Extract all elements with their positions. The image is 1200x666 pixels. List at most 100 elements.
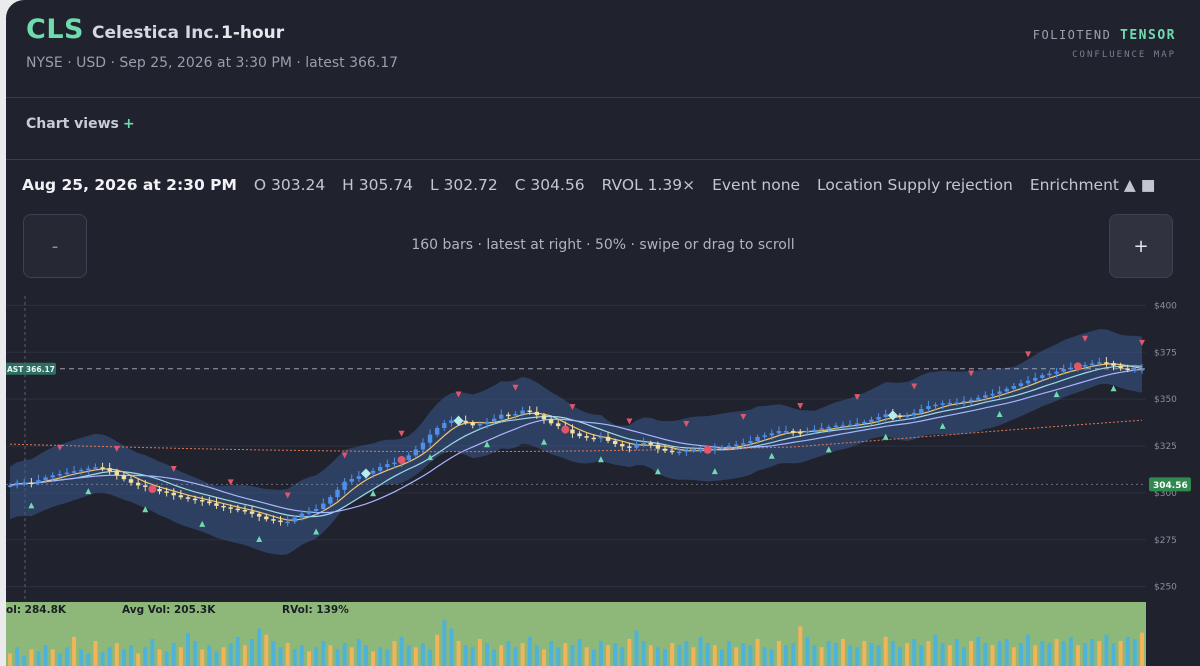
y-tick-label: $400 xyxy=(1154,301,1177,311)
y-tick-label: $250 xyxy=(1154,583,1177,593)
candle-body xyxy=(947,402,952,405)
volume-bar xyxy=(776,641,781,666)
volume-bar xyxy=(990,645,995,666)
candle-body xyxy=(143,485,148,487)
sell-signal-icon xyxy=(1025,351,1032,358)
price-chart[interactable]: $400 $375 $350 $325 $300 $275 $250 AST 366.17 30… xyxy=(6,296,1200,666)
candle-body xyxy=(335,489,340,498)
volume-bar xyxy=(883,636,888,666)
candle-body xyxy=(299,513,305,518)
volume-bar xyxy=(413,647,418,666)
sell-signal-icon xyxy=(626,418,633,425)
candle-body xyxy=(50,475,55,478)
bar-location: Location Supply rejection xyxy=(817,176,1013,194)
candle-body xyxy=(833,425,839,428)
chart-views-toggle[interactable]: Chart views + xyxy=(26,116,135,132)
brand-logo: FOLIOTEND TENSOR xyxy=(1033,28,1176,43)
volume-bar xyxy=(734,647,739,666)
candle-body xyxy=(285,521,290,524)
candle-body xyxy=(477,423,483,426)
candle-body xyxy=(1125,368,1130,370)
volume-bar xyxy=(185,632,190,666)
candle-body xyxy=(869,419,874,423)
candle-body xyxy=(812,429,817,432)
candle-body xyxy=(385,464,390,467)
candle-body xyxy=(349,478,354,482)
volume-bar xyxy=(584,647,589,666)
volume-bar xyxy=(228,643,233,666)
volume-bar xyxy=(940,643,945,666)
volume-bar xyxy=(613,643,618,666)
volume-bar xyxy=(698,636,703,666)
bar-high: H 305.74 xyxy=(342,176,413,194)
candle-body xyxy=(769,433,774,436)
candle-body xyxy=(1018,383,1024,387)
buy-signal-icon xyxy=(142,506,149,513)
buy-signal-icon xyxy=(654,468,661,475)
candle-body xyxy=(434,428,440,435)
volume-bar xyxy=(520,643,525,666)
volume-bar xyxy=(29,649,34,666)
candle-body xyxy=(655,444,661,449)
candle-body xyxy=(648,442,653,445)
volume-bar xyxy=(1004,638,1009,666)
candle-body xyxy=(847,424,853,427)
y-tick-label: $325 xyxy=(1154,442,1177,452)
candle-body xyxy=(1104,362,1109,364)
candle-body xyxy=(128,479,134,483)
candle-body xyxy=(591,437,596,440)
volume-bar xyxy=(292,649,297,666)
candle-body xyxy=(185,497,191,499)
candle-body xyxy=(235,508,241,511)
candle-body xyxy=(1033,377,1038,381)
candle-body xyxy=(1025,380,1031,384)
scroll-hint: 160 bars · latest at right · 50% · swipe… xyxy=(411,237,795,253)
candle-body xyxy=(370,470,376,474)
candle-body xyxy=(641,442,646,445)
candle-body xyxy=(904,415,910,418)
volume-bar xyxy=(72,636,77,666)
candle-body xyxy=(577,433,582,437)
candle-body xyxy=(328,497,333,504)
volume-bar xyxy=(114,643,119,666)
volume-bar xyxy=(328,645,333,666)
candle-body xyxy=(748,441,753,444)
signal-markers xyxy=(28,335,1145,543)
bar-low: L 302.72 xyxy=(429,176,498,194)
zoom-in-button[interactable]: + xyxy=(1109,214,1173,278)
candle-body xyxy=(463,420,468,423)
candle-body xyxy=(798,432,803,434)
volume-bar xyxy=(193,641,198,666)
volume-bar xyxy=(684,641,689,666)
volume-bar xyxy=(947,645,952,666)
volume-bar xyxy=(93,641,98,666)
candle-body xyxy=(278,520,283,523)
candle-body xyxy=(840,425,846,427)
buy-signal-icon xyxy=(427,454,434,461)
zoom-out-button[interactable]: - xyxy=(23,214,87,278)
candle-body xyxy=(662,448,668,451)
volume-bar xyxy=(598,641,603,666)
volume-bar xyxy=(207,645,212,666)
brand-subtitle: CONFLUENCE MAP xyxy=(1072,50,1176,60)
volume-bar xyxy=(549,641,554,666)
candle-body xyxy=(484,421,490,424)
ticker-symbol: CLS xyxy=(26,14,84,45)
sell-signal-icon xyxy=(683,421,690,428)
volume-bar xyxy=(278,647,283,666)
volume-bar xyxy=(862,641,867,666)
candle-body xyxy=(997,391,1002,394)
volume-bar xyxy=(349,647,354,666)
bar-close: C 304.56 xyxy=(514,176,585,194)
volume-pane xyxy=(6,602,1146,666)
volume-bar xyxy=(250,638,255,666)
volume-bar xyxy=(890,641,895,666)
bar-enrichment: Enrichment ▲ ■ xyxy=(1029,176,1156,194)
candle-body xyxy=(249,511,255,514)
sell-signal-icon xyxy=(740,413,747,420)
candle-body xyxy=(107,468,112,472)
buy-signal-icon xyxy=(256,536,263,543)
candle-body xyxy=(919,408,924,413)
add-view-icon[interactable]: + xyxy=(122,116,135,132)
volume-bar xyxy=(477,638,482,666)
